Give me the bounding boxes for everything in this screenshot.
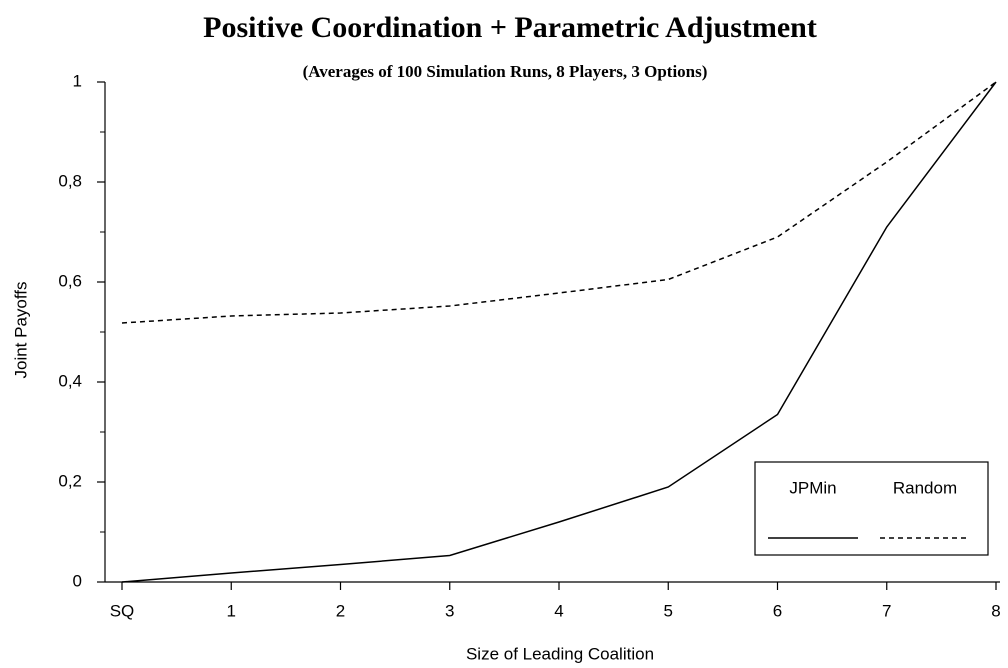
x-tick-label: 2 xyxy=(336,601,345,620)
y-tick-label: 0,6 xyxy=(58,271,82,290)
chart-subtitle: (Averages of 100 Simulation Runs, 8 Play… xyxy=(303,62,708,81)
chart-title: Positive Coordination + Parametric Adjus… xyxy=(203,11,817,44)
y-tick-label: 0,4 xyxy=(58,371,82,390)
y-tick-label: 1 xyxy=(73,71,82,90)
x-axis-label: Size of Leading Coalition xyxy=(466,644,654,663)
y-axis-label: Joint Payoffs xyxy=(11,281,30,378)
series-line xyxy=(121,81,997,583)
x-tick-label: 6 xyxy=(773,601,782,620)
y-tick-label: 0,2 xyxy=(58,471,82,490)
y-tick-label: 0 xyxy=(73,571,82,590)
series-line xyxy=(121,81,997,324)
legend-label: JPMin xyxy=(789,478,836,497)
x-tick-label: 3 xyxy=(445,601,454,620)
y-tick-label: 0,8 xyxy=(58,171,82,190)
x-tick-label: 4 xyxy=(554,601,563,620)
legend-label: Random xyxy=(893,478,957,497)
x-tick-label: 7 xyxy=(882,601,891,620)
x-tick-label: 1 xyxy=(227,601,236,620)
legend xyxy=(754,461,989,556)
x-tick-label: 5 xyxy=(664,601,673,620)
x-tick-label: 8 xyxy=(991,601,1000,620)
x-tick-label: SQ xyxy=(110,601,135,620)
